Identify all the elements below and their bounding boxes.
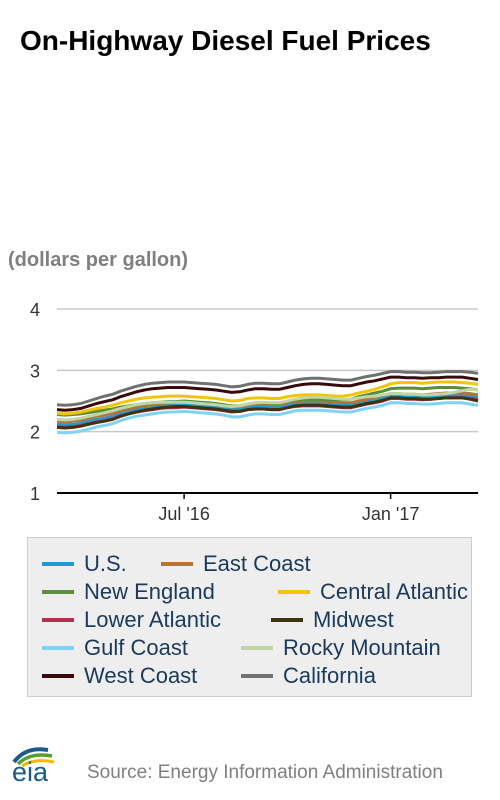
legend-item-new-england: New England — [42, 579, 215, 605]
line-chart: 1 2 3 4 Jul '16 Jan '17 — [30, 300, 479, 524]
y-tick-label-4: 4 — [30, 300, 40, 320]
x-tick-label-1: Jan '17 — [362, 504, 419, 524]
series-line-gulf-coast — [56, 401, 479, 435]
series-line-rocky-mountain — [56, 387, 479, 422]
chart-title: On-Highway Diesel Fuel Prices — [20, 25, 431, 56]
chart-legend: U.S. East Coast New England Central Atlanti… — [27, 537, 472, 697]
eia-logo-text: eia — [12, 757, 49, 787]
legend-item-central-atlantic: Central Atlantic — [278, 579, 468, 605]
legend-label: California — [283, 663, 376, 688]
series-line-u-s- — [56, 394, 479, 427]
legend-label: Lower Atlantic — [84, 607, 221, 632]
legend-swatch — [42, 562, 74, 566]
legend-label: New England — [84, 579, 215, 604]
legend-item-gulf-coast: Gulf Coast — [42, 635, 188, 661]
x-tick-label-0: Jul '16 — [158, 504, 209, 524]
series-line-central-atlantic — [56, 380, 479, 416]
legend-swatch — [42, 674, 74, 678]
legend-swatch — [161, 562, 193, 566]
series-line-california — [56, 370, 479, 407]
legend-label: Midwest — [313, 607, 394, 632]
legend-item-midwest: Midwest — [271, 607, 394, 633]
legend-item-california: California — [241, 663, 376, 689]
legend-label: East Coast — [203, 551, 311, 576]
legend-item-west-coast: West Coast — [42, 663, 197, 689]
series-line-west-coast — [56, 375, 479, 412]
legend-swatch — [42, 618, 74, 622]
legend-swatch — [271, 618, 303, 622]
legend-item-u-s-: U.S. — [42, 551, 127, 577]
legend-label: U.S. — [84, 551, 127, 576]
source-note: Source: Energy Information Administratio… — [87, 762, 443, 783]
y-tick-label-1: 1 — [30, 484, 40, 504]
legend-swatch — [42, 590, 74, 594]
legend-swatch — [42, 646, 74, 650]
legend-label: Gulf Coast — [84, 635, 188, 660]
legend-swatch — [278, 590, 310, 594]
y-tick-label-2: 2 — [30, 423, 40, 443]
legend-label: Central Atlantic — [320, 579, 468, 604]
y-tick-label-3: 3 — [30, 361, 40, 381]
legend-item-rocky-mountain: Rocky Mountain — [241, 635, 441, 661]
legend-swatch — [241, 674, 273, 678]
series-line-midwest — [56, 396, 479, 430]
legend-item-lower-atlantic: Lower Atlantic — [42, 607, 221, 633]
legend-label: Rocky Mountain — [283, 635, 441, 660]
legend-item-east-coast: East Coast — [161, 551, 311, 577]
y-axis-unit-label: (dollars per gallon) — [8, 249, 189, 271]
eia-logo-icon — [12, 747, 55, 768]
legend-swatch — [241, 646, 273, 650]
legend-label: West Coast — [84, 663, 198, 688]
